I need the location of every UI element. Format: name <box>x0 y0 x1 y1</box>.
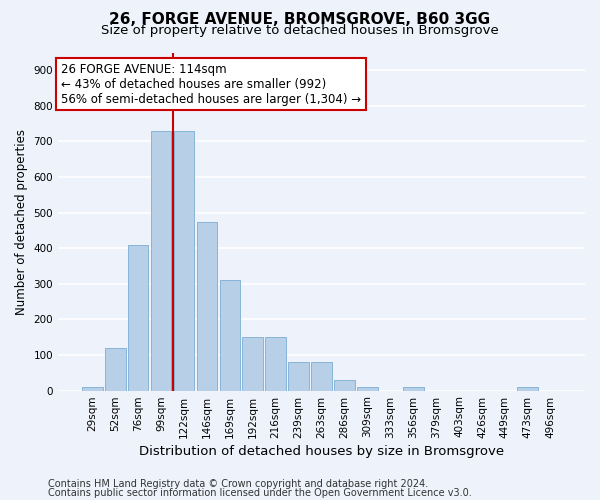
Bar <box>220 280 240 390</box>
X-axis label: Distribution of detached houses by size in Bromsgrove: Distribution of detached houses by size … <box>139 444 504 458</box>
Text: Contains public sector information licensed under the Open Government Licence v3: Contains public sector information licen… <box>48 488 472 498</box>
Text: Size of property relative to detached houses in Bromsgrove: Size of property relative to detached ho… <box>101 24 499 37</box>
Bar <box>151 131 172 390</box>
Bar <box>105 348 125 391</box>
Bar <box>311 362 332 390</box>
Bar <box>334 380 355 390</box>
Bar <box>517 387 538 390</box>
Bar <box>357 387 377 390</box>
Bar <box>288 362 309 390</box>
Bar <box>197 222 217 390</box>
Bar <box>82 387 103 390</box>
Bar <box>173 131 194 390</box>
Text: 26 FORGE AVENUE: 114sqm
← 43% of detached houses are smaller (992)
56% of semi-d: 26 FORGE AVENUE: 114sqm ← 43% of detache… <box>61 62 361 106</box>
Text: Contains HM Land Registry data © Crown copyright and database right 2024.: Contains HM Land Registry data © Crown c… <box>48 479 428 489</box>
Bar <box>265 337 286 390</box>
Bar <box>403 387 424 390</box>
Bar <box>128 244 148 390</box>
Text: 26, FORGE AVENUE, BROMSGROVE, B60 3GG: 26, FORGE AVENUE, BROMSGROVE, B60 3GG <box>109 12 491 28</box>
Y-axis label: Number of detached properties: Number of detached properties <box>15 128 28 314</box>
Bar <box>242 337 263 390</box>
